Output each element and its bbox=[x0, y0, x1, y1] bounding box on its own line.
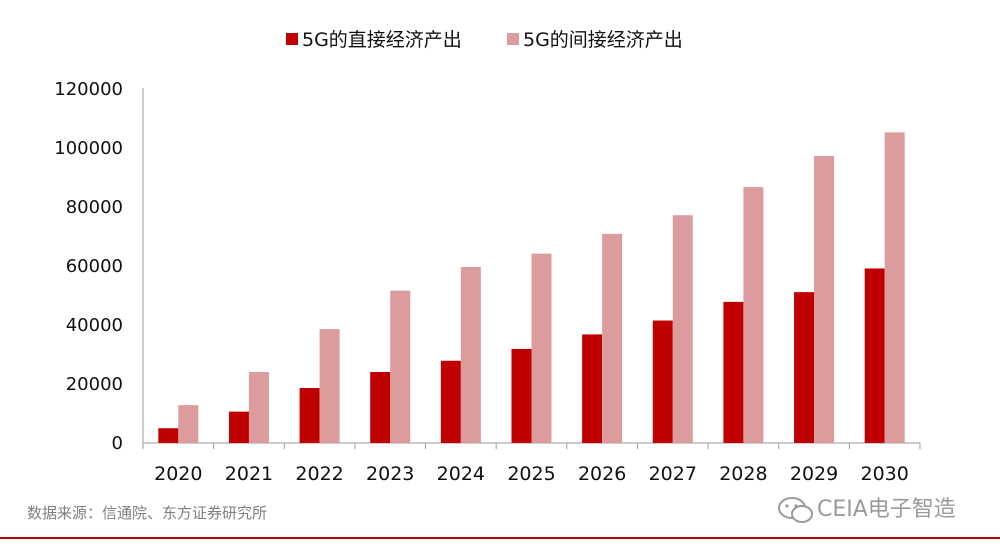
bars bbox=[158, 132, 905, 443]
y-tick-label: 60000 bbox=[66, 256, 123, 277]
bar-direct-2026 bbox=[582, 334, 603, 443]
wechat-icon bbox=[778, 497, 813, 523]
bar-indirect-2020 bbox=[178, 405, 199, 443]
y-tick-label: 80000 bbox=[66, 197, 123, 218]
watermark-text: CEIA电子智造 bbox=[817, 497, 956, 522]
legend-label-indirect: 5G的间接经济产出 bbox=[523, 29, 683, 51]
bar-direct-2023 bbox=[370, 372, 391, 443]
bar-indirect-2025 bbox=[531, 253, 552, 443]
bar-direct-2027 bbox=[652, 320, 673, 443]
bar-indirect-2022 bbox=[319, 329, 340, 443]
bar-indirect-2026 bbox=[602, 233, 623, 443]
x-tick-label: 2021 bbox=[225, 463, 273, 485]
bar-indirect-2023 bbox=[390, 290, 411, 443]
x-tick-label: 2029 bbox=[790, 463, 838, 485]
y-tick-label: 40000 bbox=[66, 315, 123, 336]
x-ticks bbox=[142, 443, 921, 449]
bar-indirect-2024 bbox=[460, 266, 481, 443]
y-tick-label: 20000 bbox=[66, 374, 123, 395]
x-axis-labels: 2020 2021 2022 2023 2024 2025 2026 2027 2028 2029… bbox=[154, 463, 909, 485]
bar-direct-2022 bbox=[299, 387, 320, 443]
legend-swatch-direct bbox=[286, 33, 298, 45]
x-tick-label: 2026 bbox=[578, 463, 626, 485]
x-tick-label: 2023 bbox=[366, 463, 414, 485]
x-tick-label: 2030 bbox=[861, 463, 909, 485]
bar-direct-2020 bbox=[158, 428, 179, 443]
y-tick-label: 100000 bbox=[54, 138, 123, 159]
bar-indirect-2030 bbox=[884, 132, 905, 443]
bar-direct-2030 bbox=[864, 268, 885, 443]
x-tick-label: 2024 bbox=[437, 463, 485, 485]
legend: 5G的直接经济产出 5G的间接经济产出 bbox=[286, 29, 683, 51]
y-tick-label: 120000 bbox=[54, 79, 123, 100]
x-tick-label: 2025 bbox=[507, 463, 555, 485]
x-tick-label: 2020 bbox=[154, 463, 202, 485]
x-tick-label: 2022 bbox=[295, 463, 343, 485]
bar-direct-2024 bbox=[440, 360, 461, 443]
bar-direct-2025 bbox=[511, 348, 532, 443]
bar-indirect-2027 bbox=[672, 215, 693, 443]
legend-label-direct: 5G的直接经济产出 bbox=[302, 29, 462, 51]
bar-direct-2028 bbox=[723, 301, 744, 443]
y-tick-label: 0 bbox=[112, 433, 123, 454]
y-axis: 0 20000 40000 60000 80000 100000 120000 bbox=[54, 79, 123, 454]
bar-indirect-2029 bbox=[814, 156, 835, 443]
bar-direct-2021 bbox=[228, 411, 249, 443]
watermark: CEIA电子智造 bbox=[778, 497, 956, 523]
legend-swatch-indirect bbox=[507, 33, 519, 45]
x-tick-label: 2028 bbox=[719, 463, 767, 485]
bar-indirect-2028 bbox=[743, 187, 764, 443]
x-tick-label: 2027 bbox=[649, 463, 697, 485]
source-note: 数据来源：信通院、东方证券研究所 bbox=[27, 504, 267, 522]
bar-indirect-2021 bbox=[248, 372, 269, 443]
bar-direct-2029 bbox=[794, 292, 815, 443]
